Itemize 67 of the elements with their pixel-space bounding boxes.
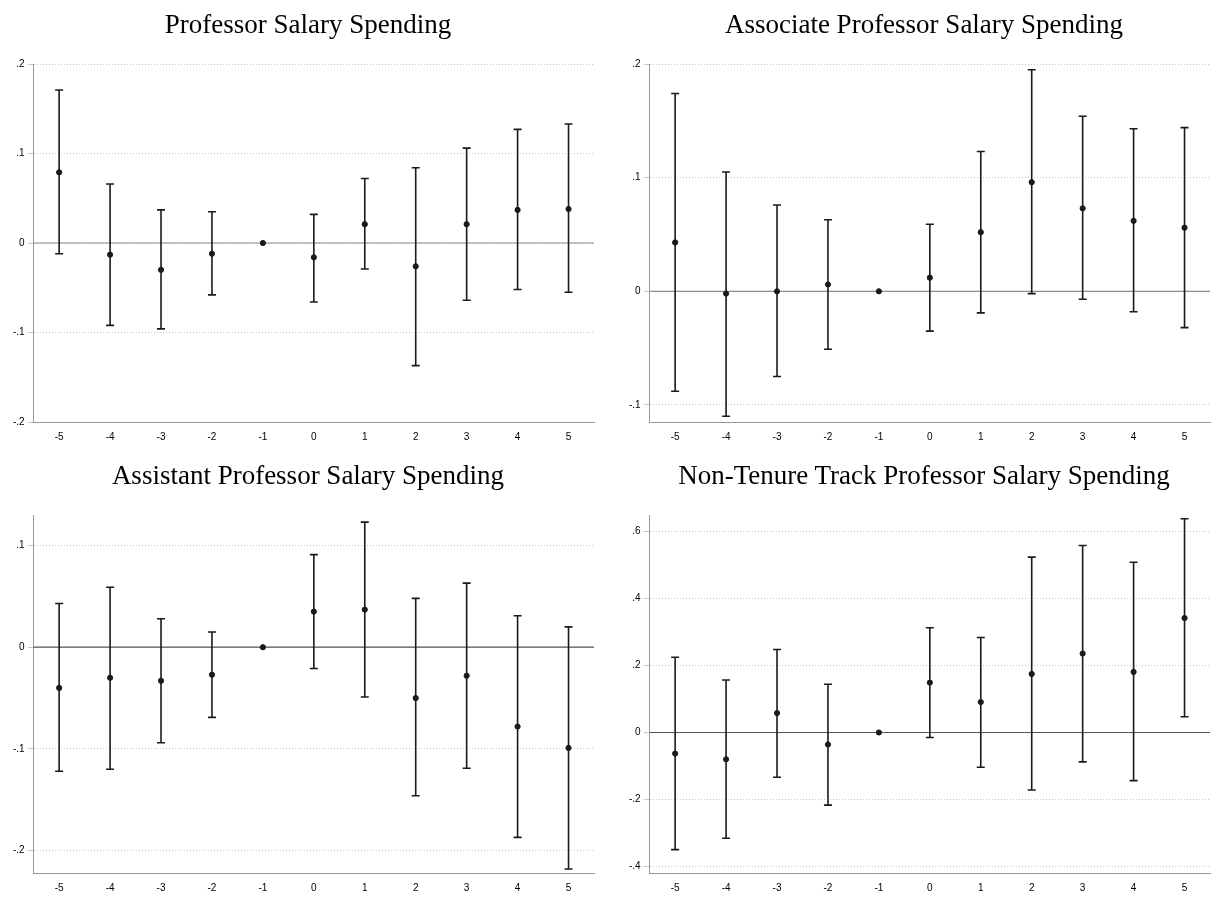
- x-tick-label: 0: [927, 881, 934, 893]
- x-tick-label: -2: [207, 430, 217, 442]
- y-tick-label: .2: [632, 57, 642, 69]
- y-tick-label: .6: [632, 525, 642, 537]
- x-tick-label: 2: [1028, 430, 1035, 442]
- chart-title: Professor Salary Spending: [163, 8, 453, 41]
- x-tick-label: 1: [361, 430, 368, 442]
- y-tick-label: .1: [16, 147, 26, 159]
- y-tick-label: -.2: [13, 415, 26, 427]
- chart-title: Associate Professor Salary Spending: [723, 8, 1125, 41]
- x-tick-label: -4: [105, 881, 115, 893]
- x-tick-label: 4: [514, 430, 521, 442]
- x-tick-label: -1: [874, 881, 884, 893]
- x-tick-label: 4: [1130, 881, 1137, 893]
- x-tick-label: 5: [565, 430, 572, 442]
- x-tick-label: 5: [1181, 430, 1188, 442]
- x-tick-label: 2: [1028, 881, 1035, 893]
- x-tick-label: 2: [412, 881, 419, 893]
- x-tick-label: -2: [823, 430, 833, 442]
- y-tick-label: .2: [632, 659, 642, 671]
- x-tick-label: 4: [1130, 430, 1137, 442]
- y-tick-label: .4: [632, 592, 642, 604]
- x-tick-label: -5: [670, 430, 681, 442]
- x-tick-label: 5: [565, 881, 572, 893]
- y-tick-label: -.1: [629, 398, 642, 410]
- x-tick-label: -3: [156, 430, 166, 442]
- y-tick-label: 0: [19, 236, 26, 248]
- x-tick-label: -3: [772, 881, 782, 893]
- x-tick-label: -3: [772, 430, 782, 442]
- x-tick-label: 3: [1079, 430, 1086, 442]
- chart-title: Assistant Professor Salary Spending: [110, 459, 506, 492]
- x-tick-label: 0: [311, 881, 318, 893]
- y-tick-label: 0: [19, 640, 26, 652]
- y-tick-label: -.1: [13, 326, 26, 338]
- x-tick-label: 4: [514, 881, 521, 893]
- x-tick-label: 1: [977, 881, 984, 893]
- x-tick-label: -4: [721, 881, 731, 893]
- y-tick-label: -.2: [629, 793, 642, 805]
- chart-title: Non-Tenure Track Professor Salary Spending: [677, 459, 1171, 492]
- y-tick-label: .1: [16, 539, 26, 551]
- x-tick-label: -2: [823, 881, 833, 893]
- x-tick-label: -5: [54, 881, 65, 893]
- x-tick-label: 3: [1079, 881, 1086, 893]
- x-tick-label: -4: [105, 430, 115, 442]
- x-tick-label: -4: [721, 430, 731, 442]
- y-tick-label: 0: [635, 726, 642, 738]
- y-tick-label: -.4: [629, 860, 642, 872]
- x-tick-label: 0: [311, 430, 318, 442]
- y-tick-label: .2: [16, 57, 26, 69]
- y-tick-label: 0: [635, 285, 642, 297]
- y-tick-label: .1: [632, 171, 642, 183]
- x-tick-label: -5: [54, 430, 65, 442]
- x-tick-label: -5: [670, 881, 681, 893]
- x-tick-label: -3: [156, 881, 166, 893]
- y-tick-label: -.1: [13, 742, 26, 754]
- x-tick-label: 2: [412, 430, 419, 442]
- x-tick-label: -2: [207, 881, 217, 893]
- x-tick-label: -1: [874, 430, 884, 442]
- x-tick-label: 0: [927, 430, 934, 442]
- x-tick-label: 3: [463, 881, 470, 893]
- x-tick-label: 5: [1181, 881, 1188, 893]
- x-tick-label: 1: [361, 881, 368, 893]
- x-tick-label: 1: [977, 430, 984, 442]
- y-tick-label: -.2: [13, 844, 26, 856]
- x-tick-label: -1: [258, 430, 268, 442]
- x-tick-label: 3: [463, 430, 470, 442]
- x-tick-label: -1: [258, 881, 268, 893]
